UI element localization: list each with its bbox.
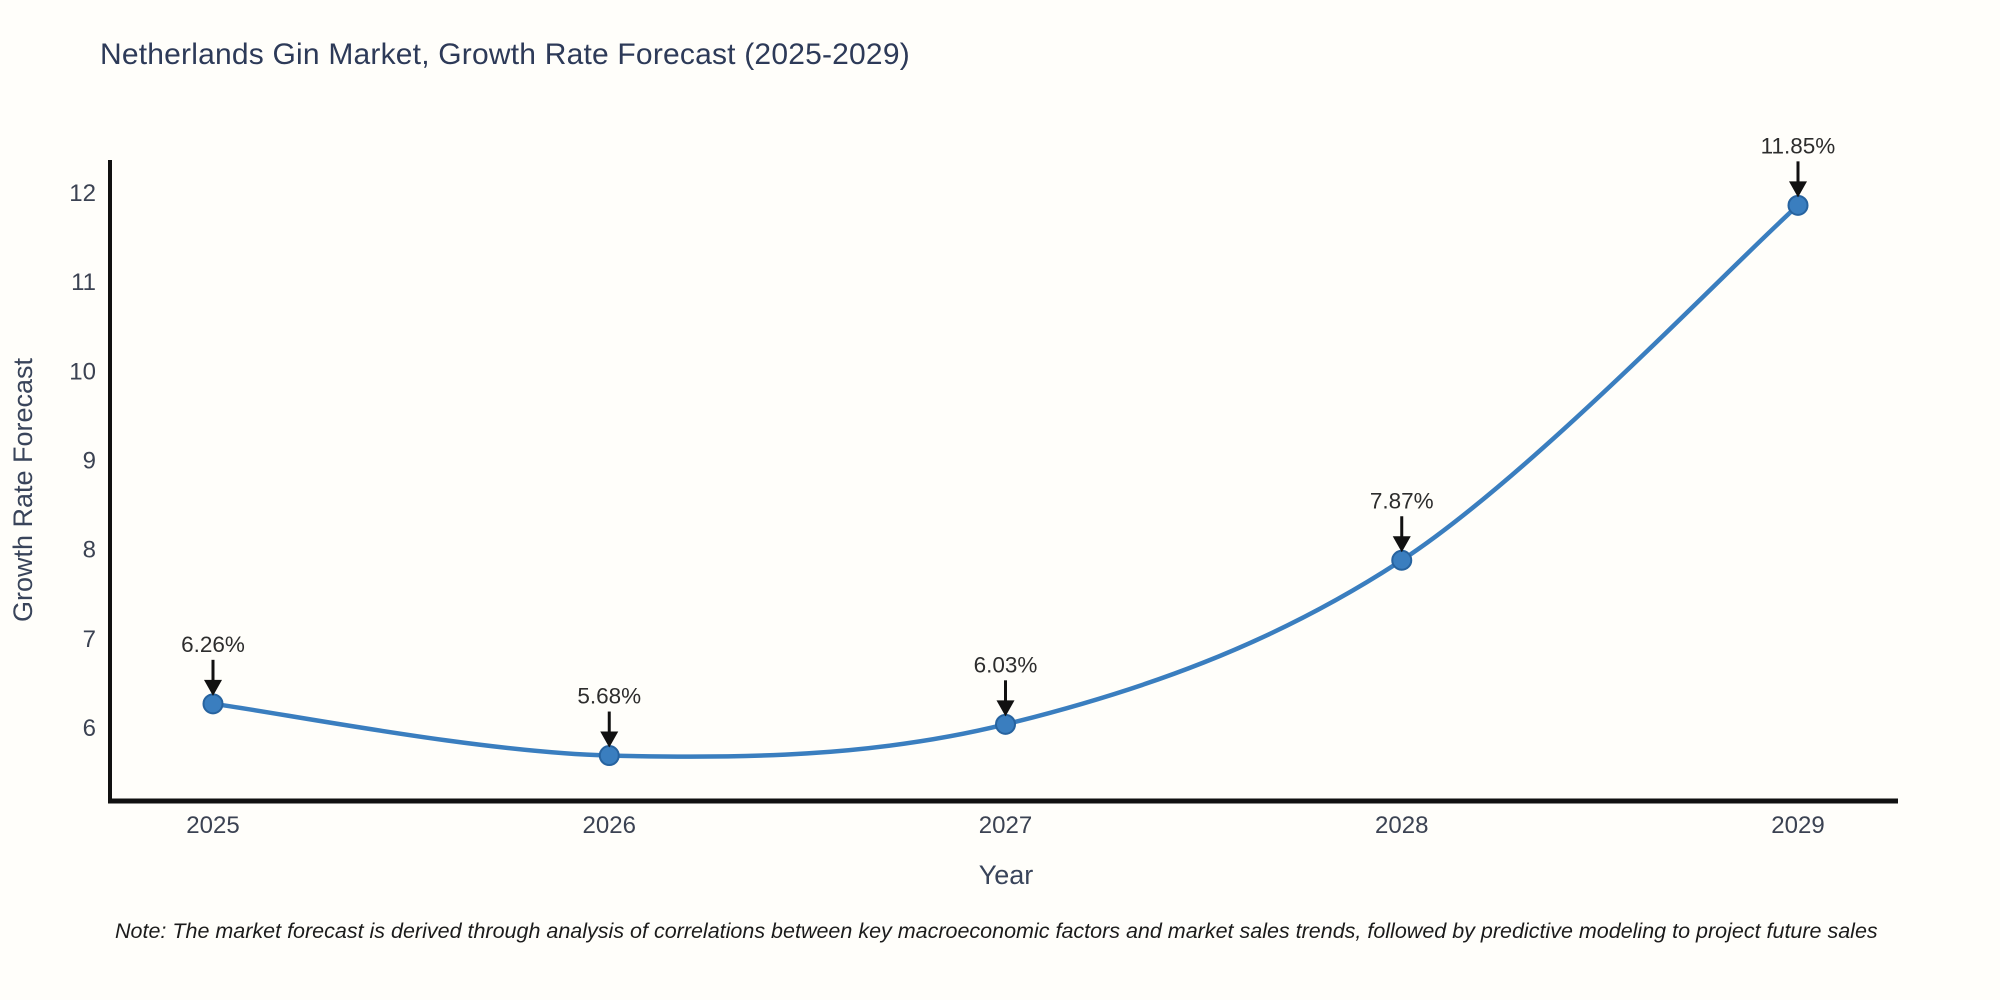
x-axis-title: Year bbox=[979, 860, 1034, 890]
annotation-arrowhead bbox=[600, 731, 619, 748]
y-tick-label: 9 bbox=[83, 447, 96, 474]
annotation-arrowhead bbox=[204, 679, 222, 696]
footnote: Note: The market forecast is derived thr… bbox=[115, 919, 1878, 943]
y-tick-label: 12 bbox=[69, 180, 96, 207]
data-point-label: 7.87% bbox=[1370, 488, 1434, 513]
data-point-marker bbox=[202, 693, 224, 715]
y-tick-label: 8 bbox=[83, 537, 96, 564]
annotation-arrowhead bbox=[996, 700, 1015, 717]
data-point-label: 11.85% bbox=[1761, 133, 1836, 158]
x-tick-label: 2028 bbox=[1375, 812, 1428, 839]
x-tick-label: 2026 bbox=[583, 812, 636, 839]
y-tick-label: 11 bbox=[71, 269, 96, 296]
x-tick-label: 2027 bbox=[979, 812, 1032, 839]
chart-title: Netherlands Gin Market, Growth Rate Fore… bbox=[100, 38, 910, 71]
data-point-marker bbox=[995, 713, 1016, 735]
data-point-marker bbox=[1391, 549, 1413, 571]
x-tick-label: 2025 bbox=[186, 812, 239, 839]
data-point-marker bbox=[1787, 194, 1809, 216]
y-tick-label: 6 bbox=[83, 715, 96, 742]
data-point-label: 6.26% bbox=[181, 632, 245, 657]
data-point-label: 6.03% bbox=[974, 652, 1038, 677]
annotation-arrowhead bbox=[1789, 181, 1807, 198]
y-tick-label: 7 bbox=[83, 626, 96, 653]
y-axis-title: Growth Rate Forecast bbox=[8, 357, 38, 622]
data-point-marker bbox=[598, 745, 620, 767]
data-point-label: 5.68% bbox=[577, 684, 641, 709]
y-tick-label: 10 bbox=[69, 358, 96, 385]
annotation-arrowhead bbox=[1392, 536, 1411, 553]
x-tick-label: 2029 bbox=[1771, 812, 1824, 839]
